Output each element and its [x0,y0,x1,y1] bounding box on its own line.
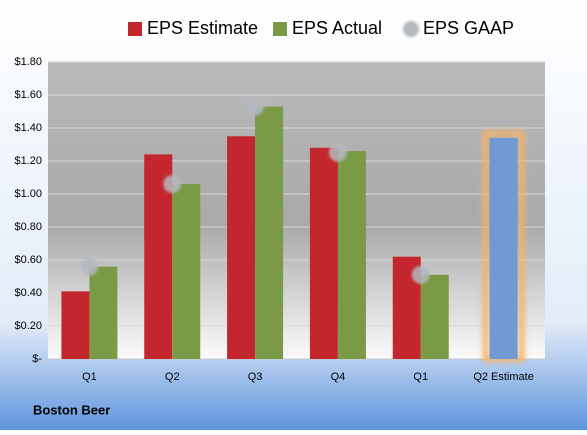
y-tick-label: $1.80 [14,56,42,68]
y-tick-label: $- [32,353,42,365]
bar [255,106,284,359]
x-tick-label: Q2 [165,371,180,383]
y-tick-label: $0.80 [14,221,42,233]
x-tick-label: Q4 [331,371,346,383]
x-tick-label: Q1 [413,371,428,383]
footer: Boston Beer [33,402,110,417]
plot-area [48,62,545,359]
legend-marker [128,22,142,36]
bar [172,184,201,359]
legend-label: EPS GAAP [423,18,514,38]
gaap-marker [80,257,99,276]
y-tick-label: $0.20 [14,320,42,332]
gaap-marker [411,265,430,284]
bar [89,266,118,359]
bar [420,274,449,359]
y-tick-label: $1.60 [14,89,42,101]
bar [227,136,256,359]
y-tick-label: $1.40 [14,122,42,134]
bar [337,151,366,359]
x-tick-label: Q2 Estimate [473,371,534,383]
y-tick-label: $0.40 [14,287,42,299]
legend-label: EPS Actual [292,18,382,38]
legend-marker [273,22,287,36]
y-tick-label: $1.00 [14,188,42,200]
gaap-marker [246,97,265,116]
x-tick-label: Q3 [248,371,263,383]
bar [61,291,90,359]
gaap-marker [328,143,347,162]
legend-label: EPS Estimate [147,18,258,38]
gaap-marker [163,175,182,194]
y-tick-label: $1.20 [14,155,42,167]
legend-marker [403,21,419,37]
y-tick-label: $0.60 [14,254,42,266]
bar [309,147,338,359]
bar [489,137,518,359]
x-tick-label: Q1 [82,371,97,383]
